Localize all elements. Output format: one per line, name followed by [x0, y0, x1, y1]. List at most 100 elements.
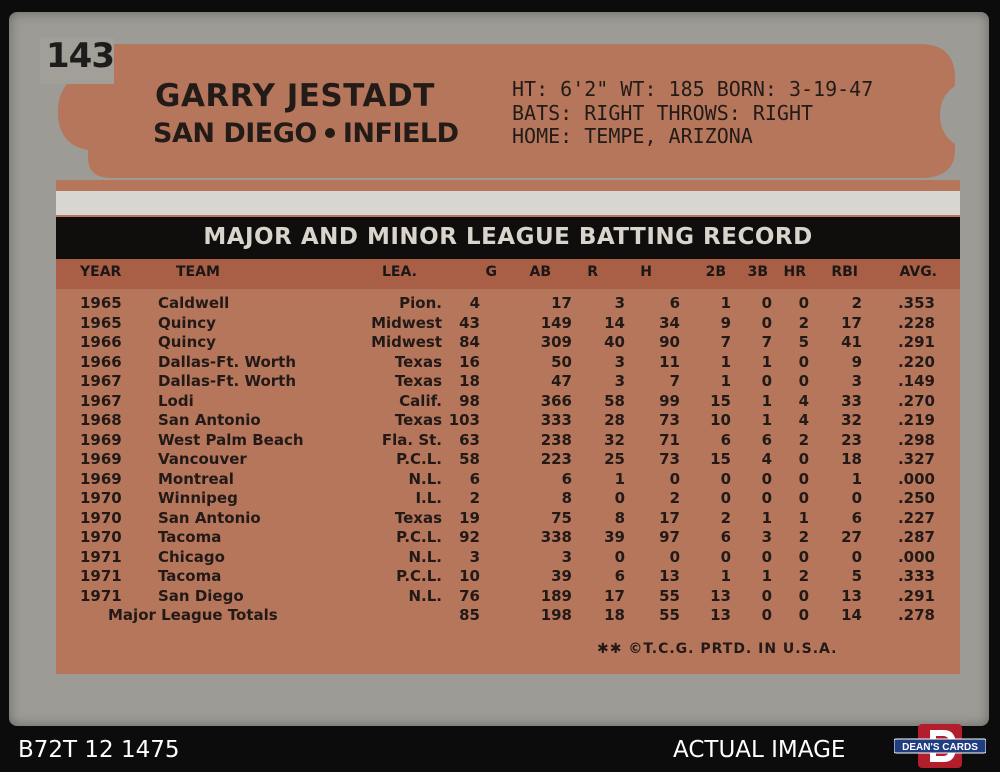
cell-hits: 97 [659, 528, 680, 546]
cell-doubles: 15 [710, 391, 731, 410]
cell-at-bats: 47 [551, 372, 572, 390]
cell-team: Dallas-Ft. Worth [158, 372, 297, 390]
cell-games: 103 [448, 411, 480, 429]
cell-at-bats: 309 [540, 333, 572, 351]
cell-hits: 73 [659, 450, 680, 468]
cell-triples: 6 [761, 430, 772, 449]
cell-average: .333 [897, 567, 935, 585]
cell-team: Dallas-Ft. Worth [158, 352, 297, 371]
cell-at-bats: 75 [551, 508, 572, 527]
table-row: 1968 San Antonio Texas 103 333 28 73 10 1 4 32 .219 [0, 411, 1000, 430]
cell-hits: 6 [669, 294, 680, 312]
cell-at-bats: 50 [551, 352, 572, 371]
table-row: 1970 San Antonio Texas 19 75 8 17 2 1 1 6 .227 [0, 509, 1000, 528]
cell-doubles: 15 [710, 450, 731, 468]
column-header-average: AVG. [899, 264, 937, 280]
team-name: SAN DIEGO [153, 118, 317, 149]
cell-league: Calif. [399, 391, 442, 410]
total-runs: 18 [604, 606, 625, 624]
cell-at-bats: 366 [540, 391, 572, 410]
cell-league: I.L. [415, 489, 442, 507]
cell-rbi: 6 [851, 508, 862, 527]
cell-runs: 6 [614, 567, 625, 585]
bio-home: HOME: TEMPE, ARIZONA [512, 124, 753, 148]
cell-average: .327 [897, 450, 935, 468]
cell-home-runs: 2 [798, 430, 809, 449]
cell-team: San Antonio [158, 508, 261, 527]
cell-league: Texas [394, 372, 442, 390]
cell-at-bats: 333 [540, 411, 572, 429]
cell-runs: 8 [614, 508, 625, 527]
cell-games: 6 [469, 469, 480, 488]
cell-hits: 99 [659, 391, 680, 410]
cell-doubles: 1 [720, 567, 731, 585]
cell-year: 1967 [80, 391, 122, 410]
cell-at-bats: 3 [561, 547, 572, 566]
cell-games: 19 [459, 508, 480, 527]
cell-home-runs: 0 [798, 294, 809, 312]
column-header-games: G [485, 264, 498, 280]
cell-hits: 2 [669, 489, 680, 507]
cell-runs: 0 [614, 547, 625, 566]
cell-home-runs: 0 [798, 489, 809, 507]
cell-hits: 0 [669, 469, 680, 488]
cell-league: N.L. [408, 586, 442, 605]
cell-year: 1966 [80, 352, 122, 371]
cell-runs: 3 [614, 352, 625, 371]
cell-team: Caldwell [158, 294, 230, 312]
cell-at-bats: 149 [540, 313, 572, 332]
cell-games: 16 [459, 352, 480, 371]
cell-average: .291 [897, 586, 935, 605]
total-rbi: 14 [841, 606, 862, 624]
cell-hits: 7 [669, 372, 680, 390]
cell-team: Vancouver [158, 450, 247, 468]
cell-league: Midwest [371, 333, 442, 351]
actual-image-label: ACTUAL IMAGE [673, 737, 846, 763]
cell-home-runs: 2 [798, 528, 809, 546]
column-header-rbi: RBI [831, 264, 858, 280]
cell-team: Winnipeg [158, 489, 238, 507]
cell-rbi: 0 [851, 547, 862, 566]
cell-at-bats: 189 [540, 586, 572, 605]
cell-games: 84 [459, 333, 480, 351]
cell-league: P.C.L. [396, 450, 442, 468]
cell-triples: 1 [761, 567, 772, 585]
table-row: 1965 Quincy Midwest 43 149 14 34 9 0 2 17 .228 [0, 314, 1000, 333]
player-position: INFIELD [342, 118, 459, 149]
cell-doubles: 6 [720, 528, 731, 546]
cell-doubles: 0 [720, 489, 731, 507]
cell-hits: 55 [659, 586, 680, 605]
cell-league: Texas [394, 508, 442, 527]
table-row: 1969 Vancouver P.C.L. 58 223 25 73 15 4 0 18 .327 [0, 450, 1000, 469]
cell-triples: 1 [761, 391, 772, 410]
cell-year: 1970 [80, 489, 122, 507]
cell-rbi: 18 [841, 450, 862, 468]
cell-doubles: 1 [720, 372, 731, 390]
total-home-runs: 0 [798, 606, 809, 624]
cell-year: 1967 [80, 372, 122, 390]
cell-runs: 39 [604, 528, 625, 546]
cell-hits: 0 [669, 547, 680, 566]
cell-triples: 0 [761, 372, 772, 390]
divider-stripe [56, 191, 960, 215]
card-number: 143 [46, 36, 115, 76]
cell-rbi: 1 [851, 469, 862, 488]
cell-rbi: 3 [851, 372, 862, 390]
cell-average: .287 [897, 528, 935, 546]
cell-average: .220 [897, 352, 935, 371]
cell-hits: 90 [659, 333, 680, 351]
deans-cards-logo: DEAN'S CARDS [894, 724, 986, 768]
cell-team: San Antonio [158, 411, 261, 429]
cell-runs: 3 [614, 372, 625, 390]
bullet-icon [324, 127, 335, 138]
cell-average: .228 [897, 313, 935, 332]
cell-runs: 0 [614, 489, 625, 507]
table-row: 1966 Dallas-Ft. Worth Texas 16 50 3 11 1 1 0 9.220 [0, 353, 1000, 372]
cell-year: 1968 [80, 411, 122, 429]
cell-doubles: 9 [720, 313, 731, 332]
cell-team: Montreal [158, 469, 234, 488]
cell-triples: 0 [761, 489, 772, 507]
cell-hits: 34 [659, 313, 680, 332]
team-position-line: SAN DIEGO INFIELD [153, 118, 459, 149]
cell-at-bats: 238 [540, 430, 572, 449]
